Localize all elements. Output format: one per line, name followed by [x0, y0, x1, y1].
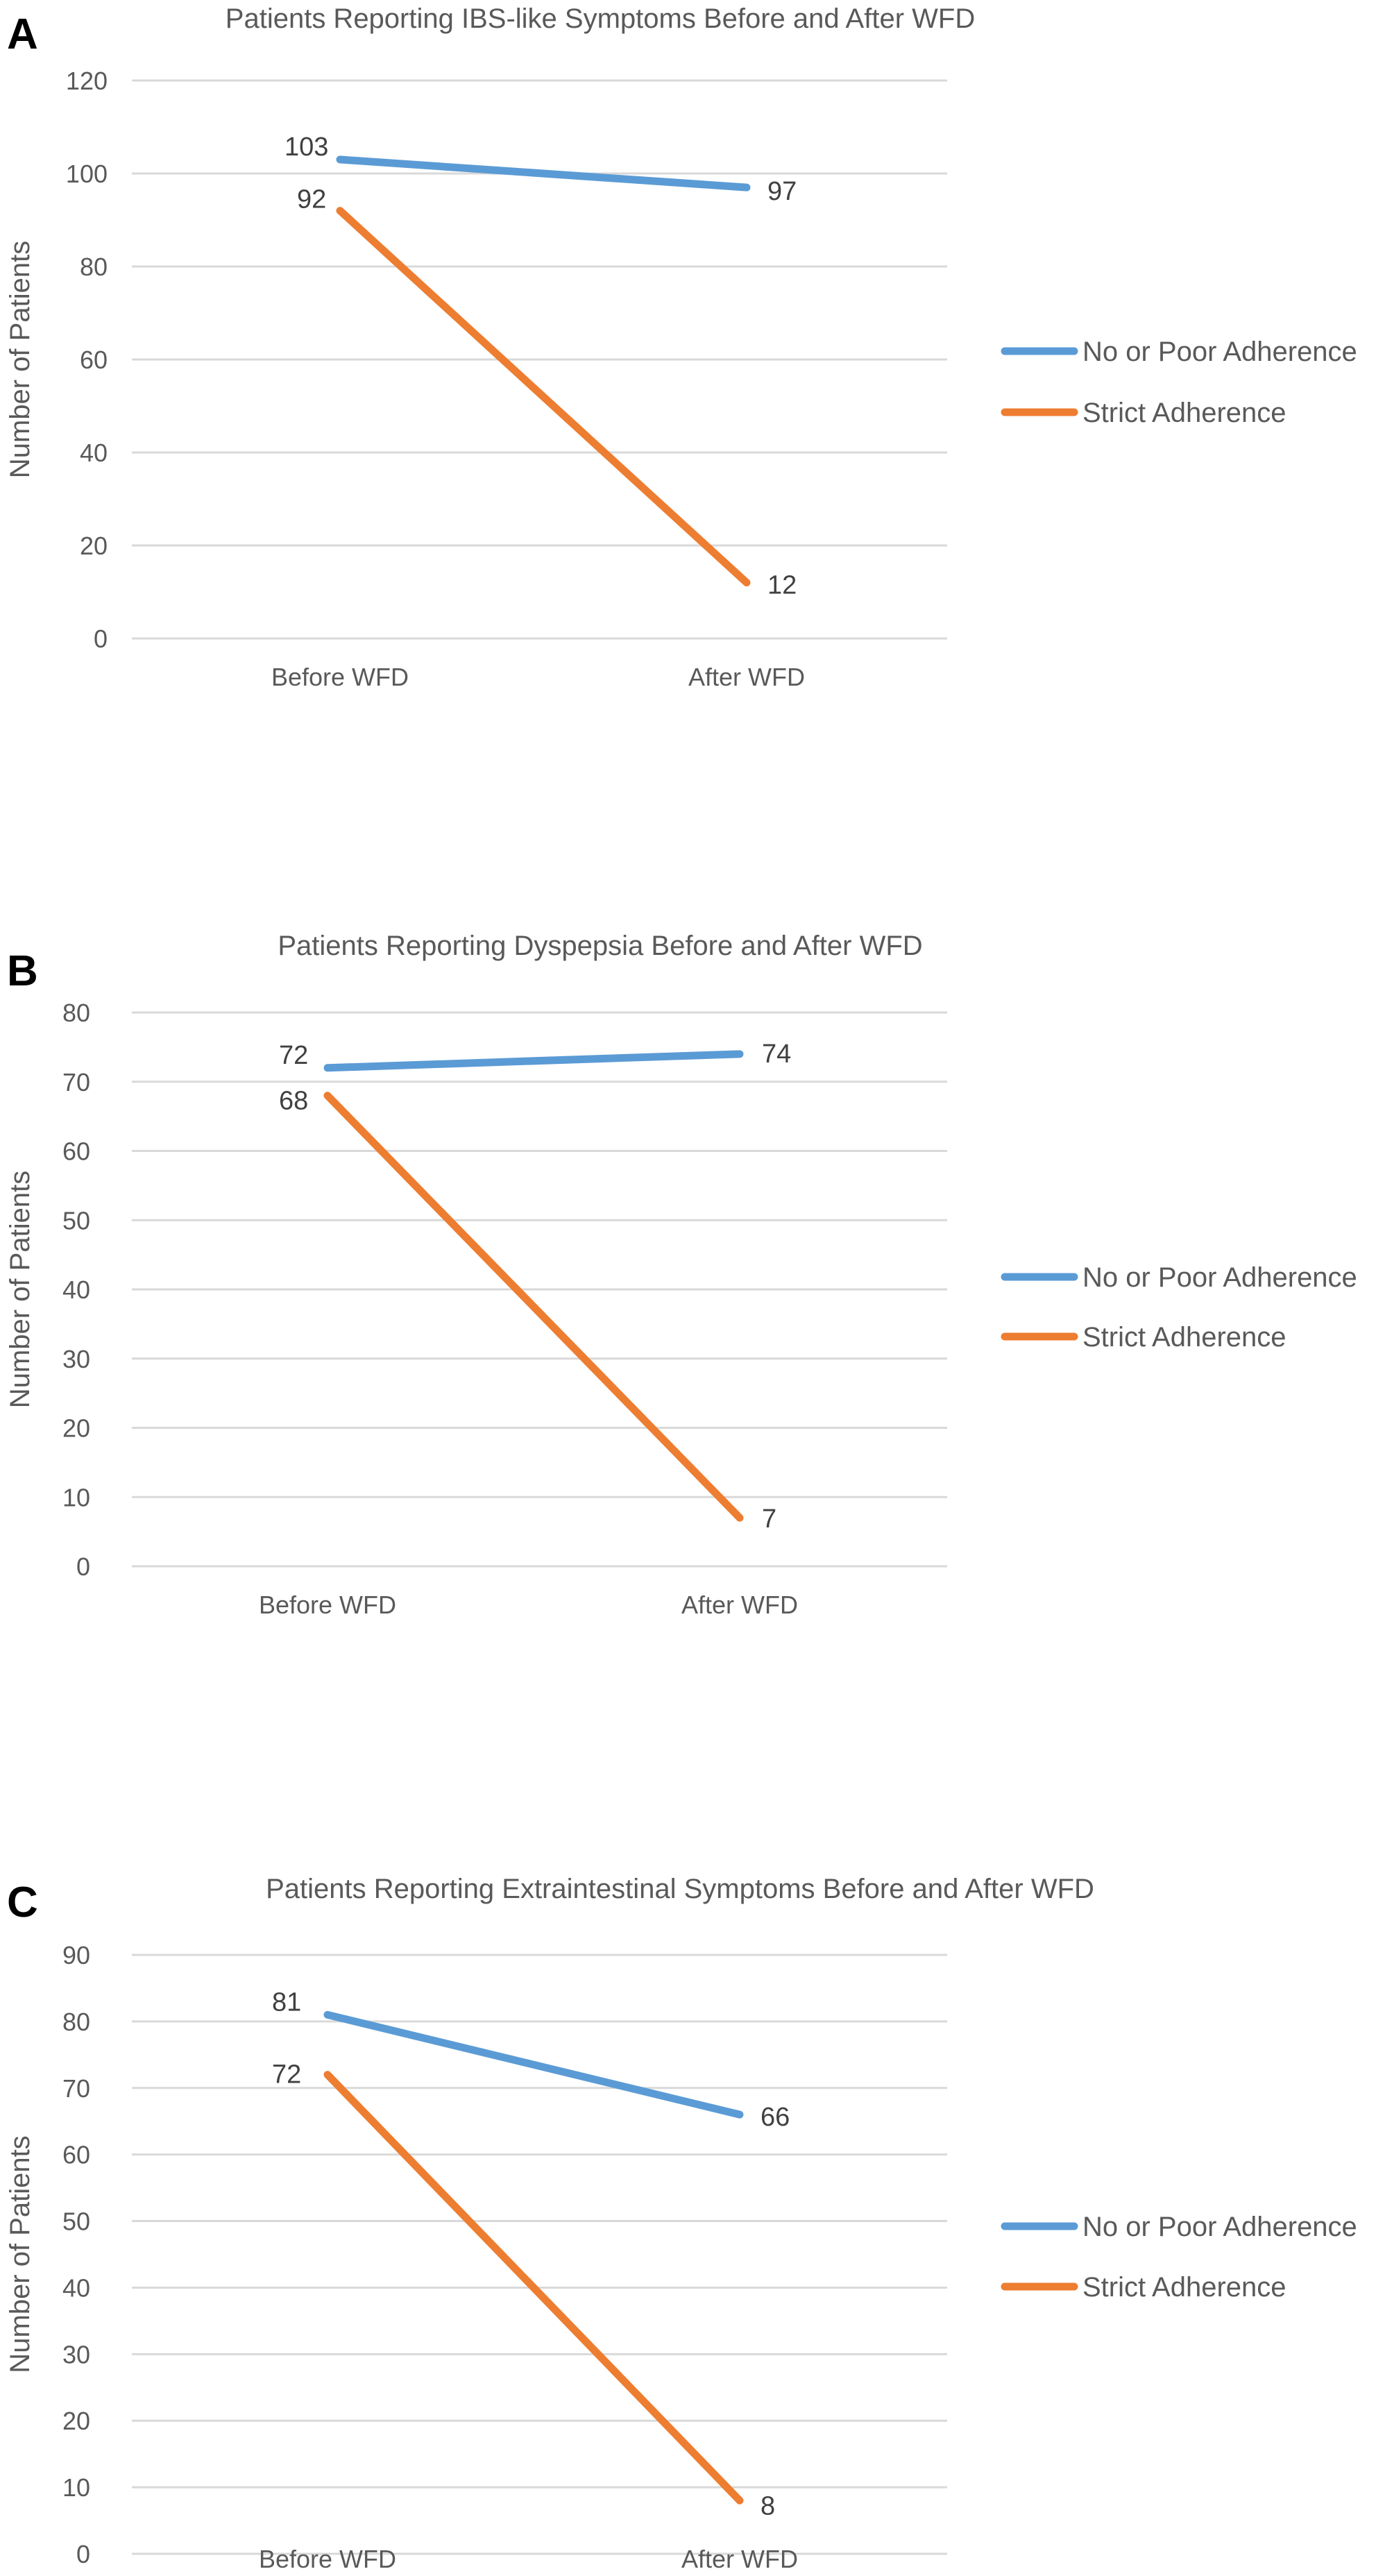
y-axis-label: Number of Patients	[5, 2135, 35, 2373]
y-axis-label: Number of Patients	[5, 241, 35, 478]
y-tick-label: 20	[80, 532, 108, 560]
series-line-strict-adherence	[323, 2071, 744, 2505]
legend-label: Strict Adherence	[1082, 2272, 1286, 2303]
data-label: 12	[767, 571, 797, 600]
y-tick-label: 0	[94, 625, 108, 653]
data-label: 74	[762, 1040, 791, 1069]
y-tick-label: 10	[62, 1483, 90, 1511]
legend-label: Strict Adherence	[1082, 1322, 1286, 1353]
data-label: 68	[279, 1087, 308, 1116]
y-tick-label: 40	[80, 439, 108, 467]
data-label: 81	[272, 1988, 301, 2017]
x-tick-label: Before WFD	[259, 1591, 396, 1619]
series-line-no-or-poor-adherence	[323, 1050, 744, 1072]
legend-label: No or Poor Adherence	[1082, 337, 1357, 367]
data-label: 92	[297, 185, 326, 214]
series-line-no-or-poor-adherence	[323, 2010, 744, 2119]
panel-letter: C	[7, 1879, 38, 1926]
data-label: 103	[284, 133, 328, 162]
x-tick-label: Before WFD	[259, 2545, 396, 2573]
y-tick-label: 60	[62, 1137, 90, 1166]
series-line-strict-adherence	[336, 207, 751, 587]
y-tick-label: 20	[62, 1414, 90, 1443]
data-label: 7	[762, 1505, 776, 1534]
legend-label: Strict Adherence	[1082, 398, 1286, 428]
panel-letter: B	[7, 947, 38, 995]
data-label: 97	[767, 177, 797, 206]
chart-title: Patients Reporting Dyspepsia Before and …	[278, 931, 922, 961]
y-tick-label: 30	[62, 1345, 90, 1373]
data-label: 72	[272, 2060, 301, 2090]
y-tick-label: 40	[62, 1276, 90, 1304]
y-tick-label: 60	[62, 2141, 90, 2169]
y-axis-label: Number of Patients	[5, 1171, 35, 1408]
chart-panel-a: A Patients Reporting IBS-like Symptoms Be…	[5, 3, 1357, 691]
legend-label: No or Poor Adherence	[1082, 1262, 1357, 1293]
chart-panel-b: B Patients Reporting Dyspepsia Before and…	[5, 931, 1357, 1619]
y-tick-label: 120	[66, 67, 108, 95]
data-label: 8	[761, 2491, 775, 2520]
y-tick-label: 70	[62, 2074, 90, 2103]
y-tick-label: 50	[62, 2208, 90, 2236]
y-tick-label: 90	[62, 1941, 90, 1969]
chart-title: Patients Reporting IBS-like Symptoms Bef…	[226, 3, 975, 34]
x-tick-label: After WFD	[681, 1591, 798, 1619]
y-tick-label: 70	[62, 1068, 90, 1096]
y-tick-label: 40	[62, 2273, 90, 2302]
data-label: 72	[279, 1041, 308, 1070]
panel-letter: A	[7, 10, 38, 58]
y-tick-label: 20	[62, 2407, 90, 2435]
y-tick-label: 80	[62, 999, 90, 1027]
y-tick-label: 80	[62, 2008, 90, 2036]
y-tick-label: 80	[80, 253, 108, 281]
data-label: 66	[761, 2103, 790, 2132]
y-tick-label: 30	[62, 2340, 90, 2369]
y-tick-label: 10	[62, 2473, 90, 2502]
y-tick-label: 100	[66, 160, 108, 188]
chart-title: Patients Reporting Extraintestinal Sympt…	[266, 1874, 1094, 1904]
x-tick-label: After WFD	[688, 663, 805, 691]
x-tick-label: After WFD	[681, 2545, 798, 2573]
legend-label: No or Poor Adherence	[1082, 2212, 1357, 2242]
series-line-no-or-poor-adherence	[336, 155, 751, 192]
chart-panel-c: C Patients Reporting Extraintestinal Symp…	[5, 1874, 1357, 2573]
y-tick-label: 60	[80, 346, 108, 374]
y-tick-label: 50	[62, 1206, 90, 1235]
y-tick-label: 0	[76, 2540, 90, 2568]
series-line-strict-adherence	[323, 1092, 744, 1522]
x-tick-label: Before WFD	[271, 663, 409, 691]
y-tick-label: 0	[76, 1552, 90, 1581]
